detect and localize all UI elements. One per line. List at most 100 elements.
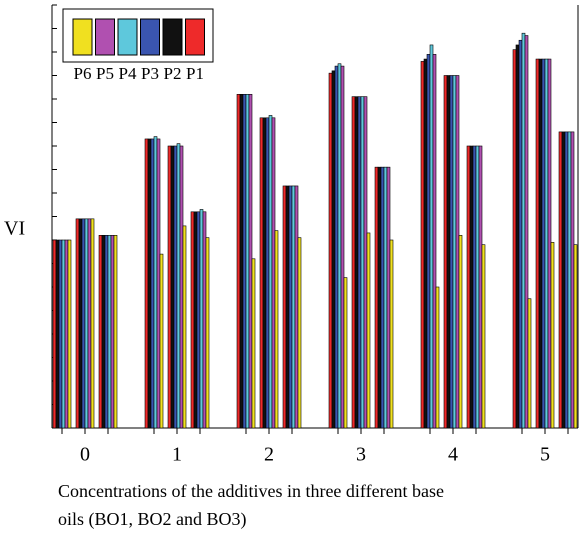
bar <box>443 75 448 429</box>
bar <box>245 94 250 429</box>
bar <box>360 96 365 429</box>
bar <box>340 65 345 429</box>
bar <box>81 218 86 429</box>
bar <box>423 58 428 429</box>
legend-label: P5 <box>96 64 114 83</box>
bar <box>357 96 362 429</box>
bar <box>512 49 517 429</box>
x-label: Concentrations of the additives in three… <box>58 481 444 501</box>
legend-label: P1 <box>186 64 204 83</box>
bar <box>248 94 253 429</box>
bar <box>242 94 247 429</box>
legend-label: P3 <box>141 64 159 83</box>
bar <box>538 58 543 429</box>
x-tick-label: 3 <box>356 444 366 466</box>
bar <box>271 117 276 429</box>
bar <box>377 166 382 429</box>
bar <box>343 277 348 429</box>
bar <box>98 235 103 429</box>
bar <box>573 244 578 429</box>
bar <box>150 138 155 429</box>
bar <box>515 44 520 429</box>
bar <box>351 96 356 429</box>
bar <box>455 75 460 429</box>
bar <box>101 235 106 429</box>
bar <box>64 239 69 429</box>
bar <box>458 235 463 429</box>
bar <box>153 136 158 429</box>
bar <box>561 131 566 429</box>
bar <box>173 145 178 429</box>
bar <box>366 232 371 429</box>
bar <box>570 131 575 429</box>
bar <box>524 35 529 429</box>
bar <box>446 75 451 429</box>
bar <box>58 239 63 429</box>
bar <box>380 166 385 429</box>
legend-label: P4 <box>119 64 137 83</box>
bar <box>67 239 72 429</box>
bar <box>297 237 302 429</box>
bar <box>389 239 394 429</box>
bar <box>236 94 241 429</box>
bar <box>544 58 549 429</box>
legend-swatch <box>117 18 138 56</box>
bar <box>541 58 546 429</box>
bar <box>170 145 175 429</box>
bar <box>167 145 172 429</box>
bar <box>291 185 296 429</box>
x-tick-label: 1 <box>172 444 182 466</box>
legend-label: P6 <box>74 64 92 83</box>
bar <box>251 258 256 429</box>
bar <box>547 58 552 429</box>
bar <box>481 244 486 429</box>
bar <box>265 117 270 429</box>
bar <box>199 209 204 429</box>
bar <box>259 117 264 429</box>
legend-swatch <box>140 18 160 56</box>
bar <box>205 237 210 429</box>
bar <box>478 145 483 429</box>
bar <box>354 96 359 429</box>
bar <box>87 218 92 429</box>
bar <box>363 96 368 429</box>
bar <box>75 218 80 429</box>
bar <box>52 239 57 429</box>
bar <box>110 235 115 429</box>
bar <box>337 63 342 429</box>
bar <box>202 211 207 429</box>
x-tick-label: 0 <box>80 444 90 466</box>
x-label: oils (BO1, BO2 and BO3) <box>58 509 247 530</box>
bar <box>285 185 290 429</box>
bar <box>159 253 164 429</box>
bar <box>475 145 480 429</box>
bar <box>144 138 149 429</box>
legend-swatch <box>185 18 205 56</box>
y-label: VI <box>4 218 25 240</box>
bar <box>374 166 379 429</box>
bar <box>386 166 391 429</box>
bar <box>176 143 181 429</box>
legend-swatch <box>72 18 93 56</box>
bar <box>567 131 572 429</box>
legend-swatch <box>95 18 115 56</box>
bar <box>239 94 244 429</box>
bar <box>156 138 161 429</box>
bar <box>55 239 60 429</box>
bar <box>518 39 523 429</box>
bar <box>61 239 66 429</box>
bar <box>452 75 457 429</box>
bar <box>429 44 434 429</box>
bar <box>182 225 187 429</box>
bar <box>426 54 431 429</box>
bar <box>472 145 477 429</box>
bar <box>274 230 279 429</box>
bar <box>193 211 198 429</box>
bar <box>558 131 563 429</box>
bar <box>535 58 540 429</box>
legend-swatch <box>162 18 183 56</box>
x-tick-label: 5 <box>540 444 550 466</box>
bar <box>521 32 526 429</box>
bar <box>288 185 293 429</box>
